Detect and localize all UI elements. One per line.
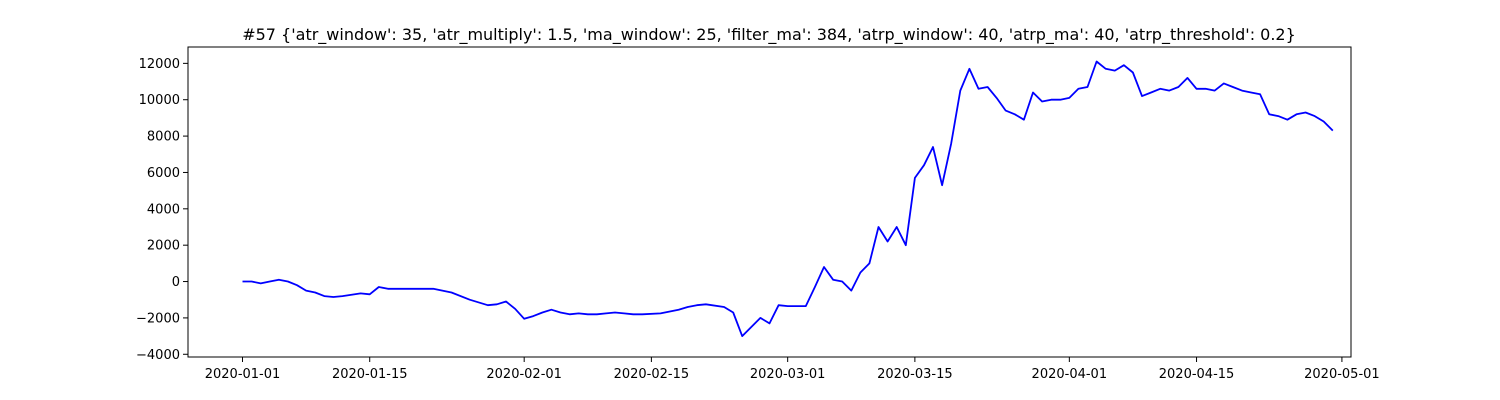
x-axis: 2020-01-01 2020-01-15 2020-02-01 2020-02-15… [205,357,1380,382]
x-tick-label: 2020-04-01 [1032,367,1108,382]
series-line [242,60,1334,338]
y-axis: −4000 −2000 0 2000 4000 6000 8000 10000 12000 [136,57,188,363]
y-tick-label: 12000 [139,57,180,72]
y-tick-label: −2000 [136,311,180,326]
plot-area [242,60,1334,338]
y-tick-label: 4000 [147,202,180,217]
x-tick-label: 2020-05-01 [1304,367,1380,382]
y-tick-label: 8000 [147,130,180,145]
y-tick-label: 10000 [139,93,180,108]
y-tick-label: −4000 [136,348,180,363]
x-tick-label: 2020-02-15 [614,367,690,382]
x-tick-label: 2020-01-01 [205,367,281,382]
chart-title: #57 {'atr_window': 35, 'atr_multiply': 1… [242,25,1296,45]
x-tick-label: 2020-04-15 [1159,367,1235,382]
x-tick-label: 2020-01-15 [332,367,408,382]
plot-frame [187,46,1352,358]
x-tick-label: 2020-03-01 [750,367,826,382]
y-tick-label: 2000 [147,239,180,254]
x-tick-label: 2020-02-01 [486,367,562,382]
y-tick-label: 6000 [147,166,180,181]
y-tick-label: 0 [172,275,180,290]
x-tick-label: 2020-03-15 [877,367,953,382]
